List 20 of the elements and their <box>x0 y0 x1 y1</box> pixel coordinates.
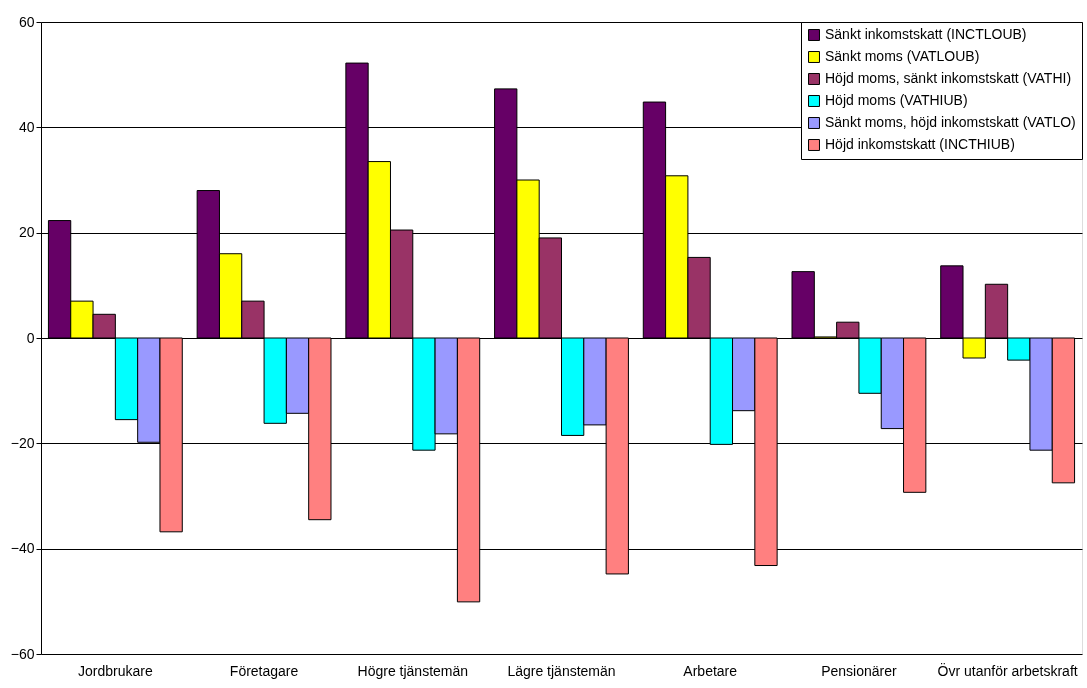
legend-label: Höjd moms, sänkt inkomstskatt (VATHI) <box>825 70 1072 86</box>
y-tick-label: 0 <box>26 329 35 346</box>
x-tick-label: Arbetare <box>683 662 738 679</box>
legend-label: Höjd moms (VATHIUB) <box>825 92 968 108</box>
legend-label: Sänkt moms, höjd inkomstskatt (VATLO) <box>825 114 1076 130</box>
legend-label: Höjd inkomstskatt (INCTHIUB) <box>825 136 1015 152</box>
y-tick-label: 20 <box>18 224 35 241</box>
legend-label: Sänkt inkomstskatt (INCTLOUB) <box>825 26 1027 42</box>
y-tick-label: −60 <box>10 645 35 662</box>
x-tick-label: Lägre tjänstemän <box>507 662 616 679</box>
y-tick-label: 60 <box>18 13 35 30</box>
y-tick-label: −40 <box>10 540 35 557</box>
y-tick-label: −20 <box>10 434 35 451</box>
x-tick-label: Pensionärer <box>821 662 898 679</box>
x-tick-label: Jordbrukare <box>78 662 153 679</box>
x-tick-label: Övr utanför arbetskraft <box>937 661 1078 679</box>
x-tick-label: Företagare <box>229 662 299 679</box>
legend-label: Sänkt moms (VATLOUB) <box>825 48 980 64</box>
y-tick-label: 40 <box>18 118 35 135</box>
x-tick-label: Högre tjänstemän <box>357 662 469 679</box>
